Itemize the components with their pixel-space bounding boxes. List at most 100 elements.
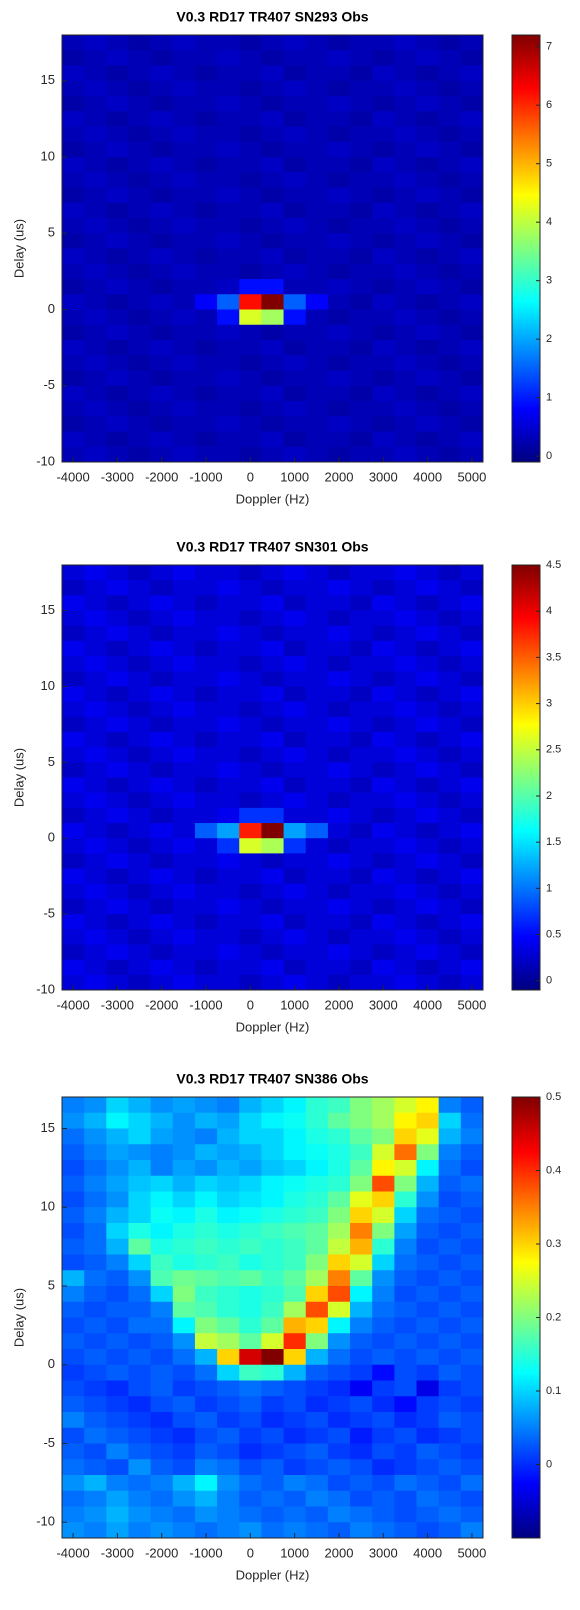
cell bbox=[62, 1522, 85, 1538]
cell bbox=[106, 50, 129, 66]
cell bbox=[305, 762, 329, 778]
cell bbox=[416, 625, 440, 642]
cell bbox=[305, 686, 329, 703]
cell bbox=[460, 340, 483, 356]
cell bbox=[172, 640, 196, 657]
cell bbox=[327, 1223, 351, 1240]
y-tick-label: 15 bbox=[41, 72, 55, 87]
cell bbox=[438, 914, 462, 930]
cell bbox=[172, 944, 196, 961]
cell bbox=[150, 565, 174, 581]
cell bbox=[460, 640, 483, 657]
cell bbox=[261, 595, 284, 611]
cell bbox=[438, 868, 462, 885]
cell bbox=[239, 959, 262, 976]
cell bbox=[261, 716, 284, 733]
cell bbox=[283, 701, 307, 718]
cell bbox=[438, 401, 462, 417]
x-tick-label: 4000 bbox=[413, 1545, 442, 1560]
colorbar-tick-label: 0.3 bbox=[546, 1238, 561, 1250]
cell bbox=[172, 1097, 196, 1114]
cell bbox=[438, 1270, 462, 1287]
cell bbox=[283, 1097, 307, 1114]
cell bbox=[327, 1412, 351, 1429]
cell bbox=[394, 1427, 417, 1444]
cell bbox=[416, 777, 440, 794]
cell bbox=[460, 762, 483, 778]
cell bbox=[327, 1128, 351, 1145]
cell bbox=[372, 1207, 395, 1224]
cell bbox=[150, 1128, 174, 1145]
cell bbox=[106, 1254, 129, 1271]
cell bbox=[283, 1349, 307, 1366]
cell bbox=[150, 853, 174, 869]
cell bbox=[62, 1364, 85, 1381]
cell bbox=[460, 1160, 483, 1177]
cell bbox=[261, 792, 284, 809]
cell bbox=[84, 157, 107, 173]
cell bbox=[194, 595, 218, 611]
cell bbox=[283, 777, 307, 794]
cell bbox=[172, 580, 196, 596]
cell bbox=[350, 1270, 373, 1287]
cell bbox=[194, 929, 218, 945]
cell bbox=[438, 792, 462, 809]
cell bbox=[460, 294, 483, 310]
cell bbox=[128, 309, 152, 326]
cell bbox=[327, 838, 351, 854]
cell bbox=[106, 853, 129, 869]
cell bbox=[62, 50, 85, 66]
cell bbox=[62, 370, 85, 387]
cell bbox=[217, 446, 240, 462]
cell bbox=[150, 898, 174, 915]
cell bbox=[239, 1412, 262, 1429]
cell bbox=[460, 1191, 483, 1208]
cell bbox=[305, 309, 329, 326]
cell bbox=[172, 1223, 196, 1240]
cell bbox=[150, 1286, 174, 1303]
cell bbox=[128, 974, 152, 990]
cell bbox=[62, 853, 85, 869]
cell bbox=[438, 898, 462, 915]
cell bbox=[128, 1144, 152, 1161]
cell bbox=[239, 792, 262, 809]
cell bbox=[416, 1522, 440, 1538]
cell bbox=[217, 1459, 240, 1476]
cell bbox=[327, 595, 351, 611]
cell bbox=[84, 898, 107, 915]
cell bbox=[350, 1349, 373, 1366]
cell bbox=[350, 929, 373, 945]
cell bbox=[438, 1475, 462, 1492]
cell bbox=[106, 111, 129, 127]
cell bbox=[416, 1270, 440, 1287]
cell bbox=[217, 1286, 240, 1303]
cell bbox=[239, 157, 262, 173]
cell bbox=[327, 65, 351, 82]
cell bbox=[172, 762, 196, 778]
cell bbox=[106, 218, 129, 234]
cell bbox=[62, 431, 85, 448]
cell bbox=[150, 807, 174, 824]
cell bbox=[460, 309, 483, 326]
cell bbox=[460, 656, 483, 672]
cell bbox=[416, 1459, 440, 1476]
cell bbox=[416, 1333, 440, 1350]
cell bbox=[84, 65, 107, 82]
y-tick-label: 0 bbox=[48, 1356, 55, 1371]
cell bbox=[84, 1097, 107, 1114]
cell bbox=[305, 1270, 329, 1287]
cell bbox=[327, 929, 351, 945]
cell bbox=[305, 263, 329, 280]
cell bbox=[261, 233, 284, 249]
cell bbox=[172, 187, 196, 204]
cell bbox=[305, 1459, 329, 1476]
cell bbox=[261, 1396, 284, 1413]
cell bbox=[416, 1254, 440, 1271]
cell bbox=[172, 1443, 196, 1460]
cell bbox=[327, 340, 351, 356]
cell bbox=[416, 80, 440, 97]
cell bbox=[239, 126, 262, 143]
cell bbox=[239, 1522, 262, 1538]
cell bbox=[172, 565, 196, 581]
cell bbox=[438, 1380, 462, 1397]
